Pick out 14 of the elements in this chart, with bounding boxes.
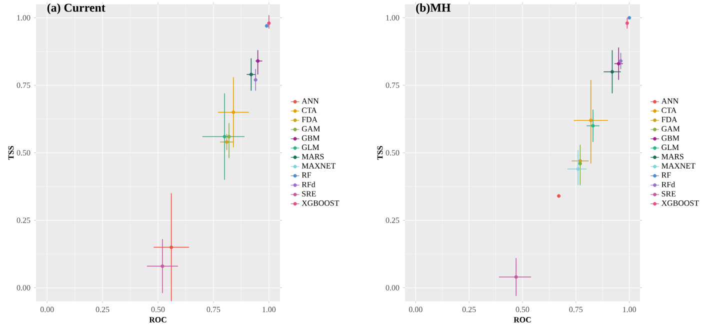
chart-title: (a) Current: [47, 3, 106, 14]
point: [589, 118, 593, 122]
chart-title: (b)MH: [416, 3, 451, 14]
point: [222, 134, 226, 138]
point: [160, 264, 164, 268]
point: [232, 110, 236, 114]
point: [249, 72, 253, 76]
point: [224, 140, 229, 144]
point: [170, 245, 174, 249]
point: [591, 124, 595, 128]
point: [616, 62, 620, 66]
point: [514, 275, 518, 279]
point: [576, 167, 580, 171]
point: [610, 70, 614, 74]
